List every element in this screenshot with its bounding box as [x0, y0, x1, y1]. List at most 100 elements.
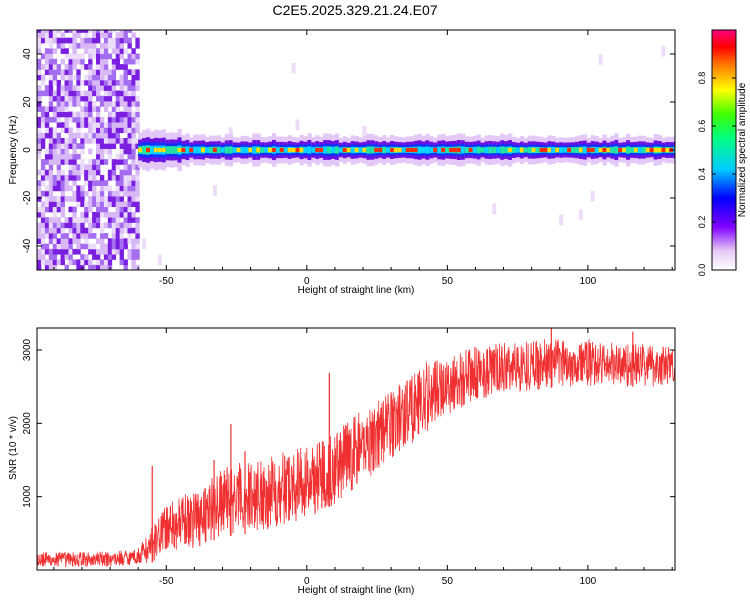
heat-cell: [84, 106, 89, 112]
heat-cell: [44, 111, 50, 118]
heat-cell: [64, 185, 69, 192]
heat-cell: [76, 264, 81, 270]
heat-cell: [52, 69, 58, 76]
heat-cell: [68, 138, 73, 144]
heat-cell: [96, 69, 101, 76]
snr-panel: -50 0 50 100 1000 2000 3000 Height of straight…: [8, 327, 676, 596]
heat-cell: [92, 211, 97, 218]
heat-cell: [96, 148, 101, 155]
x-tick-label: 100: [580, 576, 597, 587]
heat-cell: [80, 122, 85, 128]
heat-cell: [56, 248, 62, 255]
heat-band-core: [303, 146, 308, 154]
heat-band-core: [464, 146, 470, 154]
y-tick-label: -20: [22, 190, 33, 205]
heat-cell: [72, 37, 77, 44]
heat-band-core: [193, 146, 198, 154]
heat-cell: [103, 180, 109, 186]
heat-cell: [37, 42, 42, 49]
heat-cell: [56, 30, 62, 33]
heat-cell: [96, 206, 101, 213]
heat-cell: [96, 85, 101, 91]
heat-cell: [123, 116, 128, 123]
heat-cell: [56, 174, 62, 181]
heat-band-peak: [567, 147, 572, 153]
heat-band-core: [472, 146, 477, 154]
heat-cell: [48, 185, 54, 192]
heat-band-core: [523, 147, 529, 153]
snr-axes: -50 0 50 100 1000 2000 3000: [22, 328, 675, 587]
heat-cell: [80, 196, 85, 202]
heat-band-core: [232, 147, 237, 153]
heat-cell: [131, 201, 136, 208]
heat-cell: [135, 143, 140, 149]
heat-cell: [52, 227, 58, 234]
heat-cell: [48, 101, 54, 107]
heat-cell: [119, 169, 124, 176]
heat-cell: [103, 58, 109, 65]
heat-cell: [60, 148, 65, 155]
heat-cell: [92, 90, 97, 97]
heat-cell: [103, 206, 109, 213]
heat-band-core: [637, 146, 643, 154]
heat-cell: [135, 217, 140, 223]
heat-cell: [131, 48, 136, 54]
heat-cell: [80, 217, 85, 223]
heat-cell: [127, 248, 132, 255]
heat-cell: [103, 106, 109, 112]
heat-cell: [40, 138, 46, 144]
heat-band-peak: [590, 147, 596, 153]
heat-cell: [99, 95, 105, 102]
heat-cell: [107, 32, 113, 39]
heat-band-core: [366, 146, 371, 154]
heat-band-peak: [602, 147, 607, 153]
heat-cell: [64, 174, 69, 181]
heat-cell: [135, 169, 140, 176]
heat-cell: [72, 64, 77, 70]
heat-cell: [111, 238, 117, 244]
heat-cell: [96, 248, 101, 255]
heat-cell: [60, 211, 65, 218]
heat-band-peak: [201, 147, 206, 153]
heat-cell: [37, 116, 42, 123]
heat-cell: [68, 243, 73, 250]
heat-cell: [52, 95, 58, 102]
heat-cell: [123, 58, 128, 65]
heat-cell: [115, 190, 121, 197]
heat-cell: [72, 211, 77, 218]
heat-band-peak: [153, 147, 159, 153]
heat-cell: [88, 233, 93, 239]
heat-cell: [111, 69, 117, 76]
colorbar-tick-label: 0.4: [697, 168, 707, 181]
heat-cell: [37, 169, 42, 176]
heat-cell: [40, 30, 46, 33]
heat-cell: [84, 174, 89, 181]
heat-cell: [92, 217, 97, 223]
heat-cell: [88, 122, 93, 128]
heat-cell: [52, 132, 58, 139]
heat-cell: [119, 101, 124, 107]
heat-cell: [107, 127, 113, 134]
heat-cell: [103, 254, 109, 260]
heat-band-peak: [598, 147, 603, 153]
heat-cell: [119, 143, 124, 149]
heat-band-core: [264, 147, 269, 153]
heat-band-peak: [578, 147, 584, 153]
heat-cell: [127, 101, 132, 107]
heat-band-peak: [299, 147, 304, 153]
heat-cell: [127, 79, 132, 86]
heat-cell: [96, 74, 101, 81]
heat-cell: [72, 206, 77, 213]
heat-band-core: [496, 146, 501, 154]
heat-cell: [40, 238, 46, 244]
heat-cell: [123, 190, 128, 197]
heat-cell: [84, 206, 89, 213]
heat-cell: [80, 79, 85, 86]
heat-cell: [60, 106, 65, 112]
heat-cell: [131, 132, 136, 139]
heat-cell: [44, 264, 50, 270]
heat-cell: [96, 259, 101, 266]
heat-cell: [131, 227, 136, 234]
heat-cell: [123, 148, 128, 155]
